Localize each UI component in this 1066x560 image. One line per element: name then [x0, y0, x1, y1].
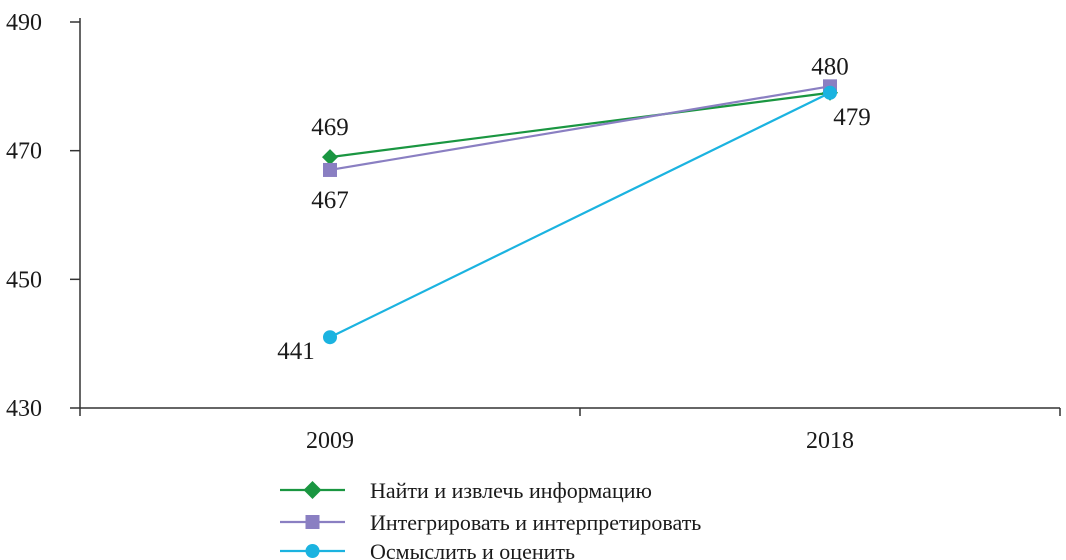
series-line	[329, 91, 831, 159]
square-marker	[305, 515, 320, 529]
legend-item-1: Найти и извлечь информацию	[280, 478, 652, 503]
legend-item-3: Осмыслить и оценить	[280, 539, 575, 560]
chart-axes: 430 450 470 490 2009 2018	[6, 10, 1061, 454]
series-line	[329, 85, 831, 172]
diamond-marker	[303, 481, 322, 499]
data-label: 479	[833, 104, 871, 131]
series-1: 469 479	[311, 84, 871, 166]
data-label: 441	[277, 338, 315, 365]
y-tick-label: 490	[6, 10, 42, 36]
data-label: 469	[311, 114, 349, 141]
chart-legend: Найти и извлечь информацию Интегрировать …	[280, 478, 701, 560]
legend-label: Найти и извлечь информацию	[370, 478, 652, 503]
chart-series: 469 479 467 480 441	[277, 53, 871, 365]
circle-marker	[305, 544, 320, 558]
square-marker	[323, 162, 337, 177]
diamond-marker	[322, 149, 338, 166]
x-tick-label: 2018	[806, 428, 854, 454]
data-label: 480	[811, 53, 849, 80]
y-tick-label: 450	[6, 267, 42, 293]
legend-item-2: Интегрировать и интерпретировать	[280, 510, 701, 535]
series-2: 467 480	[311, 53, 849, 214]
data-label: 467	[311, 187, 349, 214]
circle-marker	[323, 330, 337, 345]
y-tick-label: 430	[6, 396, 42, 422]
series-3: 441	[277, 85, 837, 365]
legend-label: Осмыслить и оценить	[370, 539, 575, 560]
circle-marker	[823, 85, 837, 100]
legend-label: Интегрировать и интерпретировать	[370, 510, 701, 535]
x-tick-label: 2009	[306, 428, 354, 454]
y-tick-label: 470	[6, 139, 42, 165]
series-line	[329, 91, 831, 339]
